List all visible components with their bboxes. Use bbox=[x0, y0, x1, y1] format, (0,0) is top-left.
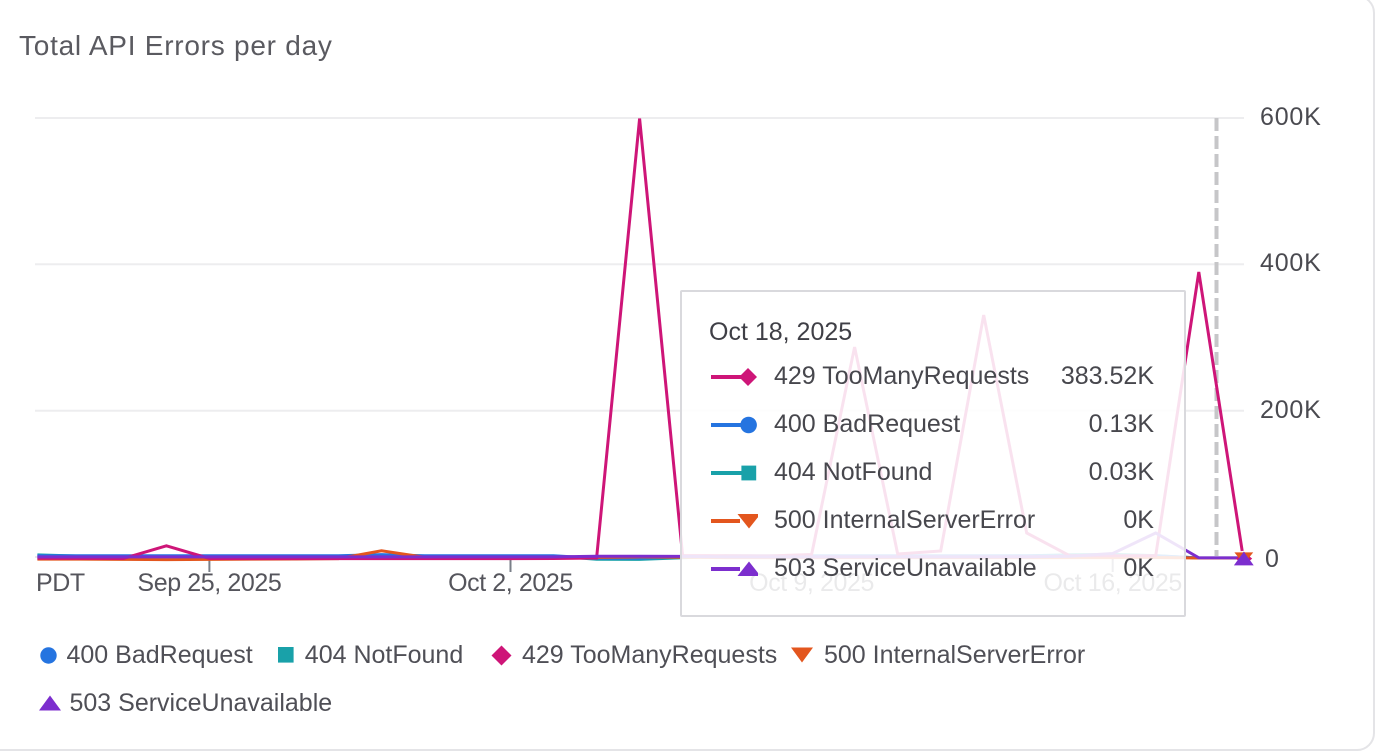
svg-text:200K: 200K bbox=[1260, 396, 1322, 424]
svg-text:400K: 400K bbox=[1260, 249, 1322, 277]
svg-text:Sep 25, 2025: Sep 25, 2025 bbox=[137, 569, 281, 597]
svg-text:PDT: PDT bbox=[36, 569, 85, 597]
svg-text:Oct 2, 2025: Oct 2, 2025 bbox=[448, 569, 573, 597]
svg-text:600K: 600K bbox=[1260, 103, 1322, 131]
svg-text:0: 0 bbox=[1265, 545, 1280, 573]
